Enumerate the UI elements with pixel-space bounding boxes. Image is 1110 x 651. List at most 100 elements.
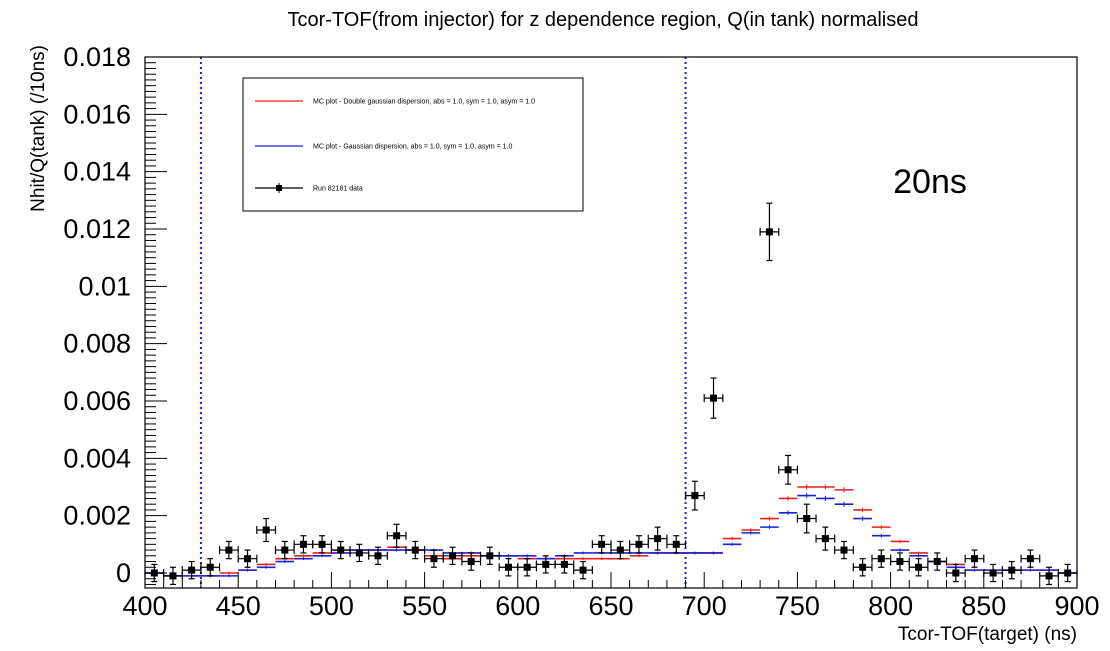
x-tick-label: 600 xyxy=(495,591,540,621)
data-point xyxy=(181,560,202,580)
data-marker xyxy=(784,466,792,474)
data-marker xyxy=(616,546,624,554)
legend-label: MC plot - Gaussian dispersion, abs = 1.0… xyxy=(313,144,513,151)
y-tick-label: 0 xyxy=(116,558,131,588)
data-marker xyxy=(430,555,438,563)
legend-entry: MC plot - Double gaussian dispersion, ab… xyxy=(255,99,535,106)
data-marker xyxy=(486,552,494,560)
x-tick-label: 400 xyxy=(122,591,167,621)
data-marker xyxy=(765,228,773,236)
data-marker xyxy=(654,535,662,543)
data-marker xyxy=(281,546,289,554)
data-point xyxy=(983,563,1004,583)
data-point xyxy=(517,558,538,577)
chart-title: Tcor-TOF(from injector) for z dependence… xyxy=(288,9,919,31)
data-marker xyxy=(169,572,177,580)
legend-entry: MC plot - Gaussian dispersion, abs = 1.0… xyxy=(255,144,513,151)
x-tick-label: 750 xyxy=(775,591,820,621)
data-point xyxy=(889,552,910,571)
data-point xyxy=(218,540,239,560)
data-point xyxy=(368,546,388,566)
data-point xyxy=(778,454,799,485)
data-marker xyxy=(1026,555,1034,563)
data-point xyxy=(386,523,407,548)
data-point xyxy=(610,540,631,560)
y-tick-label: 0.012 xyxy=(63,214,131,244)
y-tick-label: 0.002 xyxy=(63,501,131,531)
data-point xyxy=(237,549,258,568)
data-marker xyxy=(803,515,811,523)
data-point xyxy=(591,535,612,554)
data-marker xyxy=(225,546,233,554)
x-tick-label: 500 xyxy=(309,591,354,621)
data-point xyxy=(479,546,500,566)
data-marker xyxy=(859,563,867,571)
data-points xyxy=(144,202,1078,586)
data-point xyxy=(1020,549,1041,568)
data-marker xyxy=(579,566,587,574)
y-tick-label: 0.004 xyxy=(63,443,131,473)
y-axis-title: Nhit/Q(tank) (/10ns) xyxy=(28,45,49,212)
data-marker xyxy=(952,569,960,577)
data-marker xyxy=(206,563,214,571)
data-point xyxy=(703,377,724,419)
data-marker xyxy=(598,540,606,548)
data-marker xyxy=(989,569,997,577)
legend-entry: Run 82181 data xyxy=(255,183,363,193)
data-marker xyxy=(393,532,401,540)
x-tick-label: 850 xyxy=(961,591,1006,621)
region-boundary-lines xyxy=(199,57,687,588)
data-marker xyxy=(672,540,680,548)
data-marker xyxy=(337,546,345,554)
data-point xyxy=(647,526,668,551)
y-tick-label: 0.008 xyxy=(63,329,131,359)
data-marker xyxy=(1045,572,1053,580)
data-marker xyxy=(1064,569,1072,577)
data-marker xyxy=(244,555,252,563)
data-point xyxy=(629,535,649,554)
data-point xyxy=(815,526,836,551)
data-point xyxy=(274,540,295,560)
data-marker xyxy=(542,560,550,568)
data-point xyxy=(796,503,817,534)
data-marker xyxy=(877,555,885,563)
data-point xyxy=(908,558,929,577)
data-point xyxy=(293,535,314,554)
data-point xyxy=(573,560,593,580)
data-marker xyxy=(896,558,904,566)
data-point xyxy=(312,535,332,554)
data-marker xyxy=(262,526,270,534)
axes: 400 450 500 550 600 650 700 750 800 850 900 0 0.002 0… xyxy=(63,42,1099,621)
data-marker xyxy=(355,549,363,557)
x-tick-label: 800 xyxy=(868,591,913,621)
data-point xyxy=(330,540,351,560)
data-marker xyxy=(635,540,643,548)
x-axis-title: Tcor-TOF(target) (ns) xyxy=(898,624,1077,645)
data-point xyxy=(834,540,854,560)
data-marker xyxy=(411,546,419,554)
y-tick-label: 0.016 xyxy=(63,99,131,129)
data-point xyxy=(666,535,687,554)
data-point xyxy=(684,480,705,511)
data-point xyxy=(1057,563,1078,583)
data-point xyxy=(163,566,183,586)
y-tick-label: 0.01 xyxy=(78,271,131,301)
data-point xyxy=(1001,560,1022,580)
x-tick-label: 900 xyxy=(1054,591,1099,621)
data-marker xyxy=(915,563,923,571)
data-marker xyxy=(449,552,457,560)
data-marker xyxy=(188,566,196,574)
data-point xyxy=(424,549,444,568)
data-point xyxy=(349,543,370,563)
data-marker xyxy=(504,563,512,571)
data-point xyxy=(759,202,780,262)
y-tick-label: 0.014 xyxy=(63,157,131,187)
data-point xyxy=(442,546,463,566)
data-point xyxy=(498,558,519,577)
bin-width-annotation: 20ns xyxy=(893,163,967,201)
legend-label: Run 82181 data xyxy=(313,186,363,193)
data-marker xyxy=(840,546,848,554)
data-point xyxy=(945,563,966,583)
x-tick-label: 450 xyxy=(216,591,261,621)
